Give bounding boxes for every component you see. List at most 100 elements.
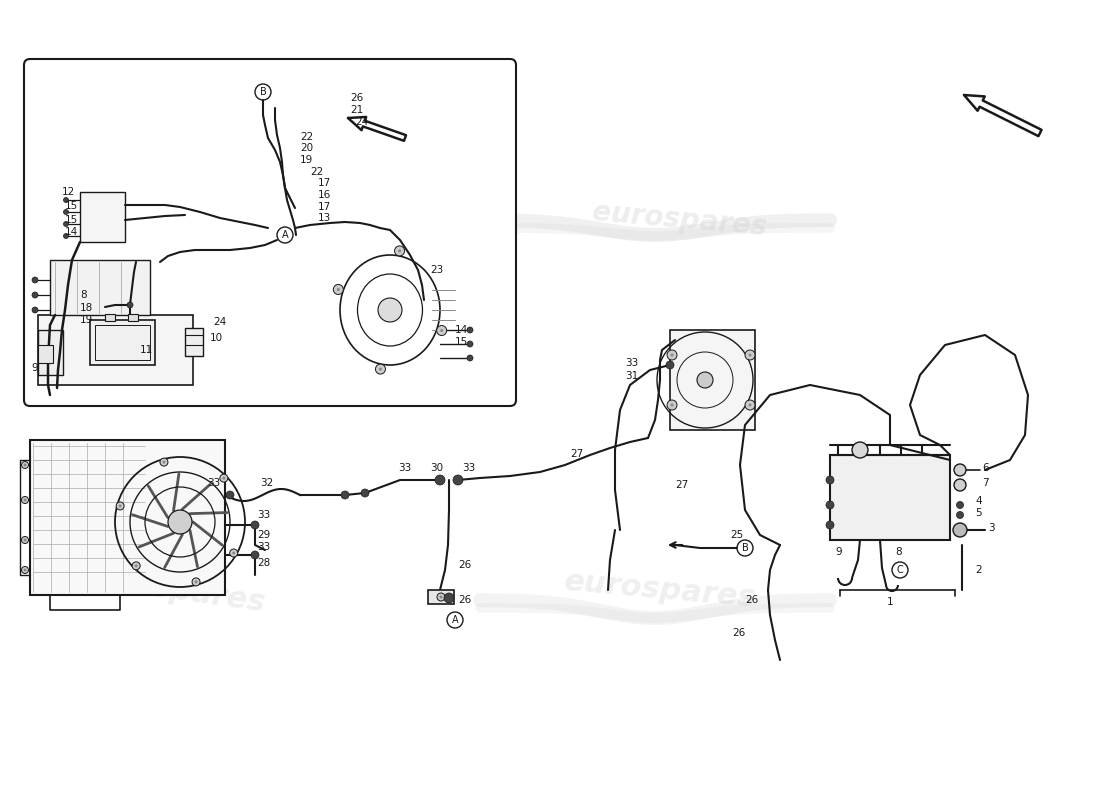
Circle shape <box>163 461 165 464</box>
Bar <box>128 314 138 321</box>
Circle shape <box>957 511 964 518</box>
Text: 4: 4 <box>975 496 981 506</box>
Circle shape <box>671 354 673 357</box>
Text: 26: 26 <box>350 93 363 103</box>
Circle shape <box>64 210 68 214</box>
Circle shape <box>22 537 29 543</box>
Circle shape <box>748 354 751 357</box>
Text: 11: 11 <box>140 345 153 355</box>
Bar <box>104 314 116 321</box>
Text: 24: 24 <box>355 117 368 127</box>
Bar <box>39 345 53 363</box>
Text: 26: 26 <box>745 595 758 605</box>
Circle shape <box>64 222 68 226</box>
Circle shape <box>22 462 29 469</box>
Circle shape <box>361 489 368 497</box>
Text: 8: 8 <box>895 547 902 557</box>
Text: 10: 10 <box>210 333 223 343</box>
Circle shape <box>440 329 443 332</box>
Bar <box>80 192 125 242</box>
Circle shape <box>748 403 751 406</box>
Circle shape <box>826 521 834 529</box>
Text: 26: 26 <box>732 628 746 638</box>
Circle shape <box>437 593 446 601</box>
Circle shape <box>453 475 463 485</box>
Text: 31: 31 <box>625 371 638 381</box>
Text: 16: 16 <box>318 190 331 200</box>
Text: 20: 20 <box>300 143 313 153</box>
Text: eurospares: eurospares <box>563 567 757 613</box>
Text: 15: 15 <box>65 201 78 211</box>
Circle shape <box>826 501 834 509</box>
Circle shape <box>119 505 122 507</box>
FancyBboxPatch shape <box>24 59 516 406</box>
Circle shape <box>23 463 26 466</box>
Circle shape <box>468 327 473 333</box>
Circle shape <box>954 479 966 491</box>
Text: 26: 26 <box>458 595 471 605</box>
Circle shape <box>22 497 29 503</box>
Text: 25: 25 <box>730 530 744 540</box>
Circle shape <box>23 569 26 571</box>
Circle shape <box>953 523 967 537</box>
Text: 8: 8 <box>80 290 87 300</box>
Circle shape <box>954 464 966 476</box>
Text: 29: 29 <box>257 530 271 540</box>
Circle shape <box>230 549 238 557</box>
Circle shape <box>23 538 26 542</box>
Text: 27: 27 <box>675 480 689 490</box>
Circle shape <box>333 285 343 294</box>
Circle shape <box>468 355 473 361</box>
Text: B: B <box>741 543 748 553</box>
Text: 33: 33 <box>207 478 220 488</box>
Circle shape <box>134 564 138 567</box>
Text: 24: 24 <box>213 317 227 327</box>
Text: 22: 22 <box>300 132 313 142</box>
Bar <box>185 328 204 356</box>
Circle shape <box>852 442 868 458</box>
Text: 14: 14 <box>455 325 469 335</box>
Bar <box>30 440 225 595</box>
Text: 2: 2 <box>975 565 981 575</box>
Circle shape <box>667 350 676 360</box>
Circle shape <box>192 578 200 586</box>
Text: 5: 5 <box>975 508 981 518</box>
Circle shape <box>671 403 673 406</box>
Circle shape <box>22 566 29 574</box>
Circle shape <box>337 288 340 291</box>
Text: 17: 17 <box>318 178 331 188</box>
Circle shape <box>251 551 258 559</box>
Circle shape <box>168 510 192 534</box>
Circle shape <box>32 307 39 313</box>
Circle shape <box>826 476 834 484</box>
Bar <box>50 260 150 315</box>
Circle shape <box>378 298 402 322</box>
Bar <box>670 330 755 430</box>
Bar <box>428 590 454 604</box>
Circle shape <box>395 246 405 256</box>
Text: A: A <box>452 615 459 625</box>
Circle shape <box>697 372 713 388</box>
Circle shape <box>232 551 235 554</box>
Text: 33: 33 <box>625 358 638 368</box>
Circle shape <box>64 234 68 238</box>
Text: 19: 19 <box>300 155 313 165</box>
Bar <box>90 320 155 365</box>
Text: B: B <box>260 87 266 97</box>
Text: 9: 9 <box>32 363 39 373</box>
Circle shape <box>132 562 140 570</box>
Circle shape <box>32 277 39 283</box>
Bar <box>39 330 63 375</box>
Text: eurospares: eurospares <box>73 562 267 618</box>
Text: 33: 33 <box>257 510 271 520</box>
Text: 1: 1 <box>887 597 893 607</box>
Circle shape <box>23 498 26 502</box>
Text: 33: 33 <box>462 463 475 473</box>
Text: 15: 15 <box>65 215 78 225</box>
Circle shape <box>341 491 349 499</box>
Text: 23: 23 <box>430 265 443 275</box>
Circle shape <box>222 477 226 480</box>
Text: 22: 22 <box>310 167 323 177</box>
Circle shape <box>444 593 454 603</box>
Circle shape <box>251 521 258 529</box>
